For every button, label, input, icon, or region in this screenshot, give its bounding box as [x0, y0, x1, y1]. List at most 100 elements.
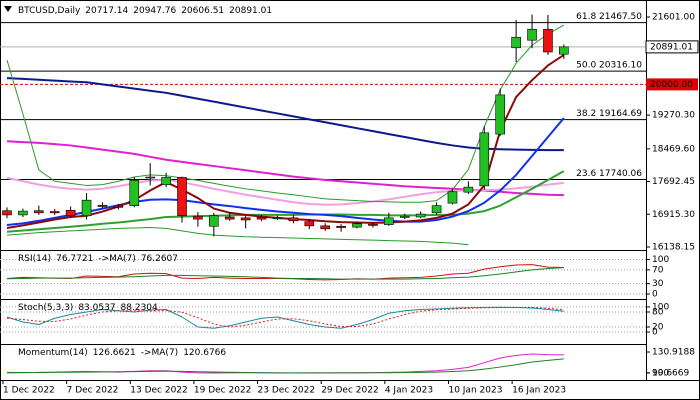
- candle-body: [384, 217, 394, 225]
- alert-price-label: 20000.00: [650, 80, 693, 90]
- time-label: 1 Dec 2022: [3, 386, 55, 396]
- candle-body: [145, 176, 155, 179]
- candle-body: [209, 215, 219, 227]
- candle-body: [511, 36, 521, 49]
- candle-body: [129, 180, 140, 206]
- pane-header: Stoch(5,3,3) 83.0537 88.2304: [18, 303, 158, 313]
- candle-body: [224, 216, 235, 220]
- indicator-line: [6, 227, 469, 246]
- indicator-line: [6, 24, 565, 203]
- ma-title: ->MA(7): [141, 348, 178, 358]
- alert-price-box: [646, 78, 698, 91]
- y-tick-label: 100: [652, 368, 669, 378]
- symbol: BTCUSD,Daily: [18, 6, 81, 16]
- candle-body: [304, 221, 315, 227]
- fib-level-label: 61.8 21467.50: [576, 12, 642, 22]
- indicator-line: [6, 306, 564, 329]
- candle-body: [399, 215, 410, 218]
- candle-body: [431, 205, 442, 214]
- time-label: 4 Jan 2023: [385, 386, 433, 396]
- candle-body: [256, 217, 267, 220]
- candle-body: [2, 210, 12, 216]
- candle-body: [463, 186, 474, 193]
- candle-body: [415, 213, 426, 218]
- candle-body: [193, 215, 203, 220]
- indicator-title: RSI(14): [18, 254, 51, 264]
- y-tick-label: 18469.60: [652, 144, 695, 154]
- time-label: 7 Dec 2022: [67, 386, 119, 396]
- open-value: 20717.14: [85, 6, 128, 16]
- candle-body: [113, 205, 124, 208]
- fib-level-label: 38.2 19164.69: [576, 109, 642, 119]
- candle-body: [65, 209, 76, 217]
- y-tick-label: 17692.45: [652, 177, 695, 187]
- candle-body: [240, 217, 251, 221]
- time-label: 16 Jan 2023: [512, 386, 566, 396]
- indicator-line: [6, 307, 564, 328]
- close-value: 20891.01: [229, 6, 272, 16]
- last-price-label: 20891.01: [650, 42, 693, 52]
- indicator-line: [6, 77, 564, 152]
- time-label: 19 Dec 2022: [194, 386, 252, 396]
- y-tick-label: 99.6669: [652, 368, 689, 378]
- y-tick-label: 100: [652, 303, 669, 313]
- candle-body: [272, 217, 283, 220]
- indicator-value: 126.6621: [93, 348, 136, 358]
- candle-body: [527, 28, 537, 41]
- indicator-value: 83.0537: [78, 303, 115, 313]
- indicator-line: [6, 117, 565, 227]
- pane-header: Momentum(14) 126.6621 ->MA(7) 120.6766: [18, 348, 226, 358]
- candle-body: [447, 191, 458, 204]
- candle-body: [495, 94, 506, 135]
- indicator-value: 120.6766: [183, 348, 226, 358]
- symbol-menu-icon[interactable]: [4, 6, 12, 12]
- y-tick-label: 16915.30: [652, 210, 695, 220]
- y-tick-label: 100: [652, 255, 669, 265]
- y-tick-label: 21601.00: [652, 12, 695, 22]
- candle-body: [559, 46, 569, 55]
- indicator-line: [6, 170, 565, 233]
- indicator-value: 76.2607: [141, 254, 178, 264]
- y-tick-label: 20: [652, 323, 664, 333]
- candle-body: [177, 177, 187, 217]
- candle-body: [81, 199, 92, 217]
- y-tick-label: 0: [652, 289, 658, 299]
- time-label: 23 Dec 2022: [258, 386, 316, 396]
- indicator-title: Stoch(5,3,3): [18, 303, 73, 313]
- time-label: 29 Dec 2022: [321, 386, 379, 396]
- y-tick-label: 30: [652, 279, 664, 289]
- indicator-value: 88.2304: [121, 303, 158, 313]
- indicator-line: [6, 353, 564, 374]
- pane-header: RSI(14) 76.7721 ->MA(7) 76.2607: [18, 254, 178, 264]
- indicator-line: [6, 54, 565, 229]
- low-value: 20606.51: [181, 6, 224, 16]
- time-label: 10 Jan 2023: [448, 386, 502, 396]
- y-tick-label: 130.9188: [652, 348, 695, 358]
- high-value: 20947.76: [133, 6, 176, 16]
- fib-level-label: 50.0 20316.10: [576, 61, 642, 71]
- candle-body: [368, 223, 378, 226]
- y-tick-label: 0: [652, 328, 658, 338]
- indicator-line: [6, 267, 564, 280]
- indicator-value: 76.7721: [56, 254, 93, 264]
- last-price-box: [645, 40, 699, 54]
- candle-body: [49, 211, 60, 214]
- candle-body: [336, 225, 346, 228]
- candle-body: [352, 223, 362, 228]
- candle-body: [543, 28, 553, 53]
- indicator-title: Momentum(14): [18, 348, 88, 358]
- candle-body: [97, 204, 108, 207]
- indicator-line: [6, 358, 564, 374]
- candle-body: [288, 217, 299, 222]
- y-tick-label: 19270.30: [652, 111, 695, 121]
- pane-header: BTCUSD,Daily 20717.14 20947.76 20606.51 2089…: [18, 6, 272, 16]
- candle-body: [34, 210, 44, 214]
- y-tick-label: 70: [652, 265, 664, 275]
- fib-level-label: 23.6 17740.06: [576, 169, 642, 179]
- candle-body: [18, 210, 28, 216]
- ma-title: ->MA(7): [98, 254, 135, 264]
- y-tick-label: 16138.15: [652, 242, 695, 252]
- candle-body: [320, 225, 331, 230]
- y-tick-label: 80: [652, 308, 664, 318]
